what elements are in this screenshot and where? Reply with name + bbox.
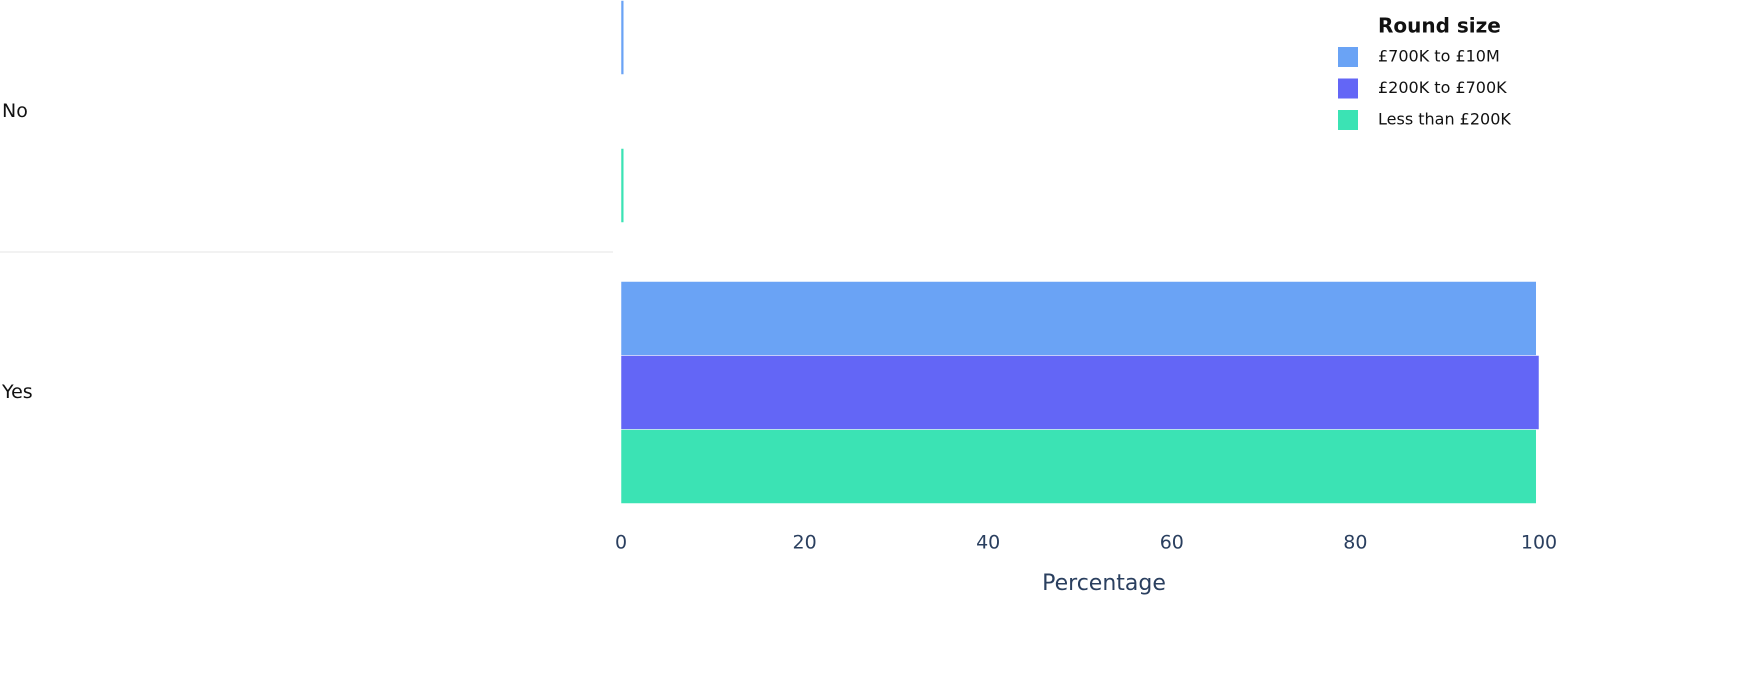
legend-label: £200K to £700K xyxy=(1378,78,1507,97)
bar xyxy=(620,281,1537,356)
legend-swatch xyxy=(1338,78,1358,99)
legend-swatch xyxy=(1338,47,1358,67)
bar xyxy=(620,355,1540,430)
x-tick-label: 80 xyxy=(1343,532,1367,554)
y-tick-label: Yes xyxy=(1,381,33,403)
x-tick-label: 40 xyxy=(976,532,1000,554)
legend-label: £700K to £10M xyxy=(1378,47,1500,66)
x-tick-label: 20 xyxy=(793,532,817,554)
x-tick-label: 60 xyxy=(1160,532,1184,554)
x-tick-label: 0 xyxy=(615,532,627,554)
legend-title: Round size xyxy=(1378,14,1501,38)
legend-label: Less than £200K xyxy=(1378,110,1511,129)
x-axis-title: Percentage xyxy=(1042,571,1166,596)
y-tick-label: No xyxy=(2,100,28,122)
bar xyxy=(620,0,625,75)
x-tick-label: 100 xyxy=(1521,532,1557,554)
legend-swatch xyxy=(1338,110,1358,130)
bar xyxy=(620,148,625,223)
bar xyxy=(620,429,1537,504)
